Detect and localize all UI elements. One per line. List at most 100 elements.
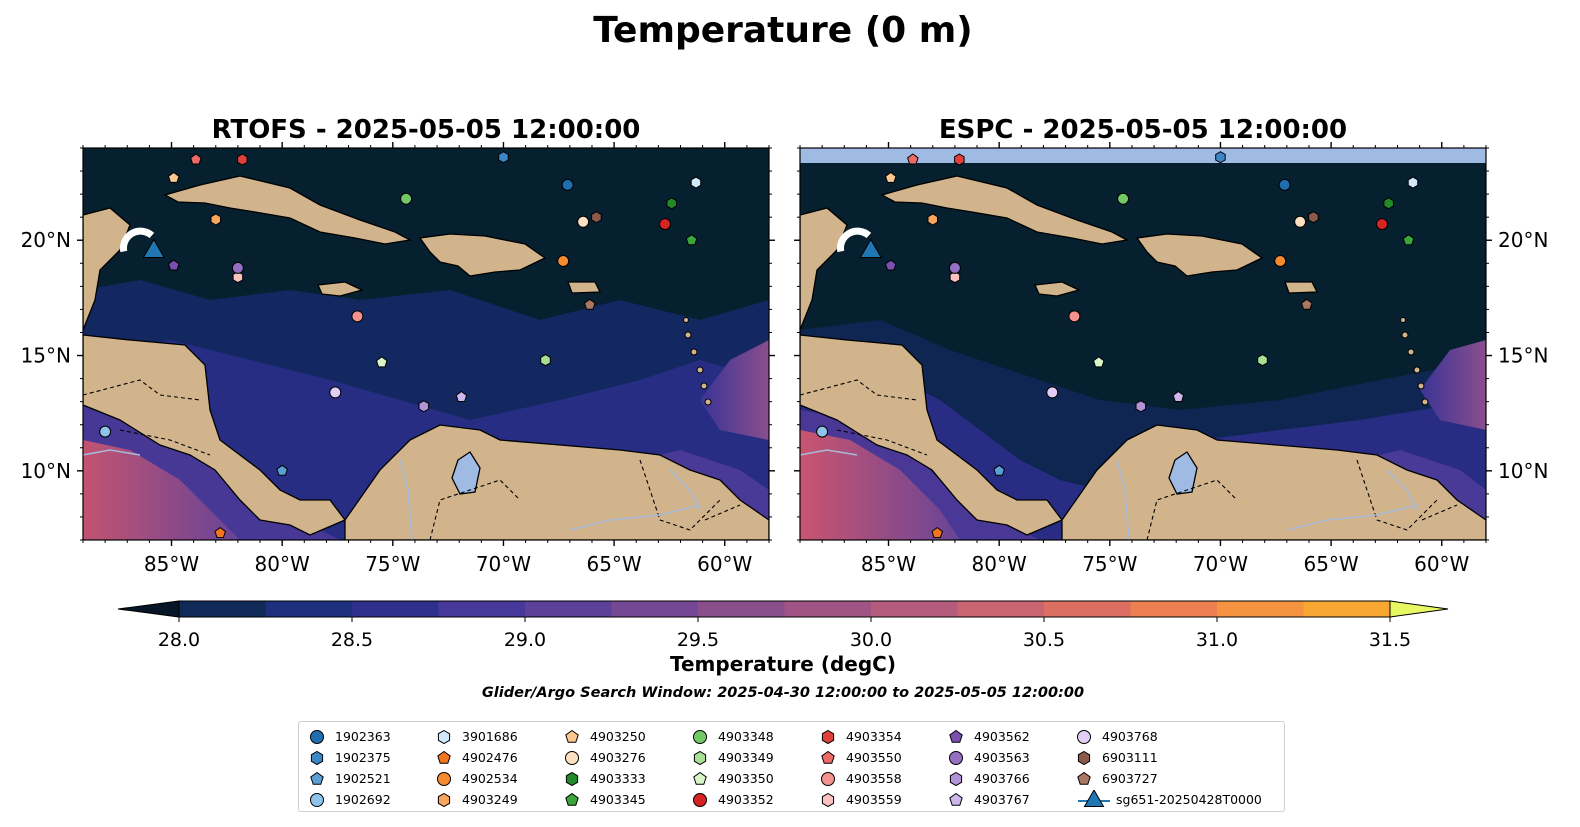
legend-marker xyxy=(1083,789,1105,807)
legend-marker-icon xyxy=(565,750,579,765)
legend-label: 4903349 xyxy=(718,750,774,765)
glider-track xyxy=(119,227,155,253)
legend-marker-icon xyxy=(1077,771,1091,785)
legend-column: 1902363 1902375 1902521 1902692 xyxy=(309,726,391,810)
float-marker xyxy=(884,259,897,271)
legend-marker xyxy=(949,729,963,743)
legend-item: 4903768 xyxy=(1076,726,1262,747)
legend-marker xyxy=(565,729,579,743)
colorbar-tick-label: 31.0 xyxy=(1196,629,1238,651)
glider-marker xyxy=(859,238,883,258)
legend-item: 6903727 xyxy=(1076,768,1262,789)
legend-item: 4903349 xyxy=(692,747,774,768)
legend-label: 1902692 xyxy=(335,792,391,807)
legend-item: 4903348 xyxy=(692,726,774,747)
float-marker xyxy=(351,310,364,323)
glider-marker xyxy=(142,238,166,258)
lon-tick-label: 85°W xyxy=(144,552,199,576)
colorbar-bin xyxy=(1217,601,1304,617)
float-marker xyxy=(591,211,602,224)
legend-marker-icon xyxy=(437,792,451,807)
country-borders xyxy=(800,379,1458,540)
legend-marker xyxy=(949,792,963,806)
lesser-antilles xyxy=(683,317,712,406)
lon-tick-label: 70°W xyxy=(476,552,531,576)
legend-item: 4903250 xyxy=(564,726,646,747)
legend-marker-icon xyxy=(949,729,963,743)
float-marker xyxy=(1092,356,1105,368)
colorbar-tick-label: 28.5 xyxy=(331,629,373,651)
float-marker xyxy=(214,526,226,538)
colorbar-bin xyxy=(871,601,958,617)
legend-label: 3901686 xyxy=(462,729,518,744)
legend-label: sg651-20250428T0000 xyxy=(1116,792,1262,807)
legend-item: 4902476 xyxy=(436,747,518,768)
legend-label: 4903348 xyxy=(718,729,774,744)
lon-tick-label: 65°W xyxy=(586,552,641,576)
lat-tick-label: 10°N xyxy=(1498,459,1548,483)
float-marker xyxy=(167,259,180,271)
float-marker xyxy=(1375,218,1388,231)
legend-marker xyxy=(821,729,835,744)
legend-item: 4903563 xyxy=(948,747,1030,768)
legend-item: 1902521 xyxy=(309,768,391,789)
legend-marker xyxy=(565,750,579,765)
float-marker xyxy=(375,356,388,368)
legend-item: 4903350 xyxy=(692,768,774,789)
float-marker xyxy=(949,271,961,284)
legend-marker xyxy=(693,750,707,765)
legend-marker xyxy=(821,771,835,786)
legend-label: 4903558 xyxy=(846,771,902,786)
float-marker xyxy=(400,192,413,205)
colorbar: 28.0 28.5 29.0 29.5 30.0 30.5 31.0 31.5 xyxy=(117,600,1449,651)
legend-item: 4902534 xyxy=(436,768,518,789)
legend-label: 6903727 xyxy=(1102,771,1158,786)
legend-item: 1902692 xyxy=(309,789,391,810)
float-marker xyxy=(927,213,938,226)
legend-column: 4903354 4903550 4903558 4903559 xyxy=(820,726,902,810)
legend-item: 4903249 xyxy=(436,789,518,810)
legend-marker-icon xyxy=(693,792,707,807)
lat-tick-label: 15°N xyxy=(21,344,71,368)
float-marker xyxy=(690,176,702,189)
legend-label: 4903767 xyxy=(974,792,1030,807)
search-window-text: Glider/Argo Search Window: 2025-04-30 12… xyxy=(482,685,1084,701)
colorbar-tick-label: 29.0 xyxy=(504,629,546,651)
colorbar-bin xyxy=(352,601,439,617)
float-marker xyxy=(540,354,551,367)
legend-label: 4903250 xyxy=(590,729,646,744)
colorbar-tick-label: 31.5 xyxy=(1369,629,1411,651)
legend-label: 4902476 xyxy=(462,750,518,765)
lat-tick-label: 15°N xyxy=(1498,344,1548,368)
colorbar-extend-low xyxy=(117,600,180,618)
legend-item: 4903345 xyxy=(564,789,646,810)
colorbar-bin xyxy=(525,601,612,617)
colorbar-bin xyxy=(784,601,872,617)
rivers xyxy=(83,449,701,540)
legend-label: 1902375 xyxy=(335,750,391,765)
legend-label: 4903333 xyxy=(590,771,646,786)
legend-marker-icon xyxy=(310,750,324,765)
float-marker xyxy=(577,215,590,228)
legend-marker-icon xyxy=(821,729,835,744)
lon-tick-label: 60°W xyxy=(697,552,752,576)
axis-ticks-espc: 85°W 80°W 75°W 70°W 65°W 60°W 20°N 15°N 10°N xyxy=(794,142,1548,576)
landmass xyxy=(800,175,1486,540)
float-marker xyxy=(685,234,698,246)
float-marker xyxy=(1308,211,1319,224)
panel-title-rtofs: RTOFS - 2025-05-05 12:00:00 xyxy=(212,115,641,145)
colorbar-bin xyxy=(1130,601,1218,617)
legend-marker-icon xyxy=(565,729,579,743)
panel-title-espc: ESPC - 2025-05-05 12:00:00 xyxy=(939,115,1347,145)
legend-item: 4903352 xyxy=(692,789,774,810)
legend-item: 4903767 xyxy=(948,789,1030,810)
map-espc xyxy=(800,148,1486,540)
legend-marker-icon xyxy=(1078,789,1110,807)
legend-marker xyxy=(437,771,451,786)
colorbar-bin xyxy=(1303,601,1391,617)
lat-tick-label: 10°N xyxy=(21,459,71,483)
legend-item: 4903559 xyxy=(820,789,902,810)
legend-marker-icon xyxy=(949,792,963,806)
legend-marker xyxy=(693,771,707,785)
legend-label: 4903559 xyxy=(846,792,902,807)
